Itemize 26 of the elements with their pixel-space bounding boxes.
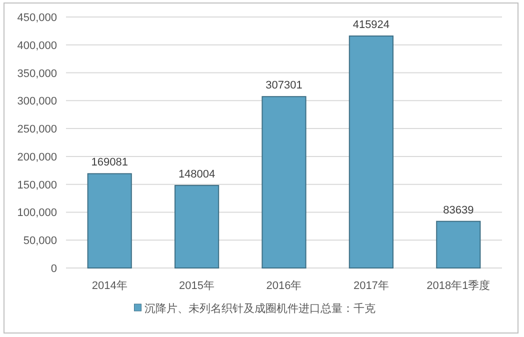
y-tick-label: 450,000 bbox=[17, 12, 57, 24]
y-tick-label: 250,000 bbox=[17, 124, 57, 136]
bar bbox=[87, 173, 132, 268]
y-tick-label: 350,000 bbox=[17, 68, 57, 80]
data-label: 83639 bbox=[443, 204, 474, 216]
x-tick-label: 2015年 bbox=[179, 280, 215, 292]
y-tick-label: 400,000 bbox=[17, 40, 57, 52]
legend-label: 沉降片、未列名织针及成圈机件进口总量：千克 bbox=[144, 302, 376, 315]
y-tick-label: 100,000 bbox=[17, 207, 57, 220]
y-tick-label: 0 bbox=[50, 263, 57, 275]
y-tick-label: 150,000 bbox=[17, 179, 57, 192]
bar bbox=[262, 96, 306, 268]
data-label: 169081 bbox=[91, 156, 128, 169]
y-tick-label: 50,000 bbox=[23, 235, 57, 248]
y-tick-label: 300,000 bbox=[17, 96, 57, 108]
y-tick-label: 200,000 bbox=[17, 151, 57, 164]
x-tick-label: 2016年 bbox=[266, 280, 302, 292]
x-tick-label: 2014年 bbox=[92, 280, 128, 292]
x-tick-label: 2017年 bbox=[353, 280, 389, 292]
data-label: 415924 bbox=[352, 19, 390, 32]
bar bbox=[174, 184, 220, 268]
x-tick-label: 2018年1季度 bbox=[426, 279, 490, 292]
bar bbox=[436, 220, 481, 268]
data-label: 148004 bbox=[178, 168, 216, 180]
bar bbox=[348, 36, 394, 268]
data-label: 307301 bbox=[266, 80, 302, 92]
